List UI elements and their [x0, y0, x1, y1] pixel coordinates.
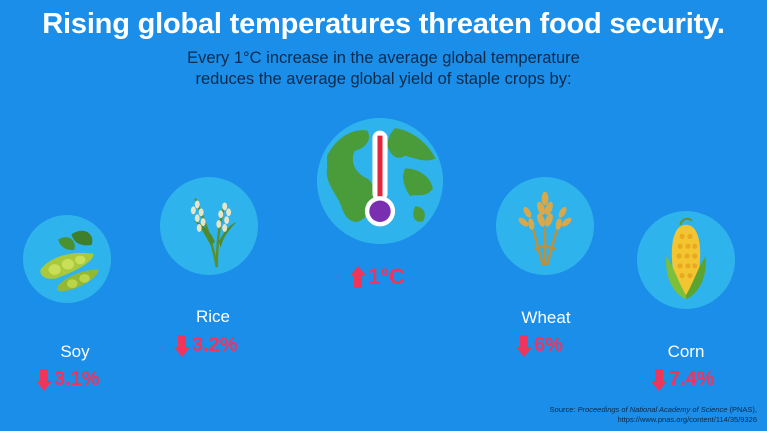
subtitle-line-1: Every 1°C increase in the average global… [187, 49, 580, 67]
soybean-icon [23, 215, 111, 303]
down-arrow-icon [651, 368, 667, 391]
source-journal: Proceedings of National Academy of Scien… [577, 405, 728, 414]
rice-icon [160, 177, 258, 275]
crop-name-corn: Corn [667, 342, 705, 361]
crop-value-rice: 3.2% [174, 334, 238, 357]
center-value-text: 1°C [368, 264, 405, 289]
crop-name-rice: Rice [195, 307, 230, 326]
crop-name-wheat: Wheat [521, 308, 571, 327]
down-arrow-icon [516, 334, 532, 357]
crop-name-soy: Soy [60, 342, 90, 361]
wheat-icon [496, 177, 594, 275]
crop-value-text: 7.4% [669, 368, 715, 390]
down-arrow-icon [36, 368, 52, 391]
source-prefix: Source: [549, 405, 578, 414]
source-citation: Source: Proceedings of National Academy … [550, 405, 757, 425]
center-value: 1°C [350, 264, 405, 290]
subtitle-line-2: reduces the average global yield of stap… [195, 70, 572, 88]
crop-value-soy: 3.1% [36, 368, 100, 391]
crop-value-text: 3.1% [54, 368, 100, 390]
subtitle: Every 1°C increase in the average global… [0, 48, 767, 90]
crop-value-wheat: 6% [516, 334, 563, 357]
page-title: Rising global temperatures threaten food… [42, 8, 725, 40]
down-arrow-icon [174, 334, 190, 357]
crop-value-corn: 7.4% [651, 368, 715, 391]
globe-thermometer-icon [317, 118, 443, 244]
crop-value-text: 3.2% [192, 334, 238, 356]
source-suffix: (PNAS), [727, 405, 757, 414]
crop-value-text: 6% [534, 334, 563, 356]
up-arrow-icon [350, 266, 366, 288]
source-url[interactable]: https://www.pnas.org/content/114/35/9326 [617, 415, 757, 424]
corn-icon [637, 211, 735, 309]
